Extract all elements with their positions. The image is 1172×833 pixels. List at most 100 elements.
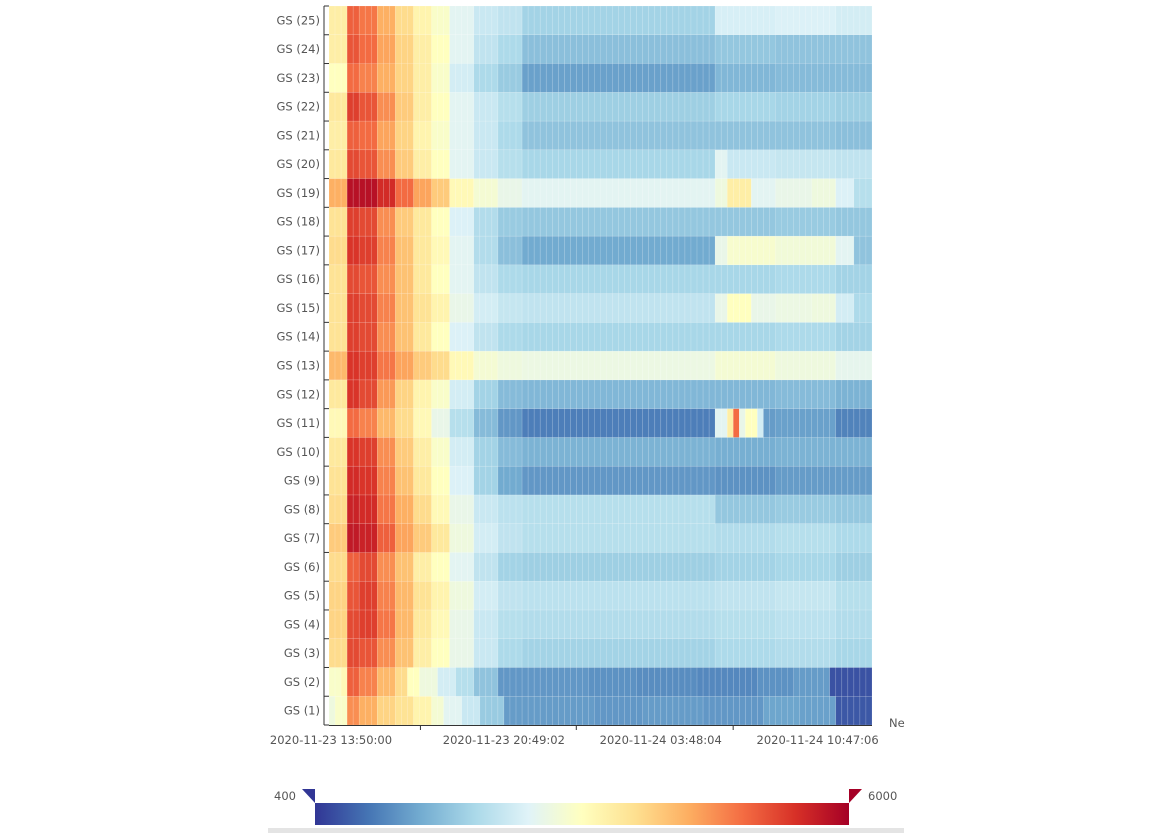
heatmap-cell[interactable] xyxy=(389,235,396,266)
heatmap-cell[interactable] xyxy=(793,178,800,208)
heatmap-cell[interactable] xyxy=(461,63,469,93)
heatmap-cell[interactable] xyxy=(769,92,776,122)
heatmap-cell[interactable] xyxy=(642,609,650,639)
heatmap-cell[interactable] xyxy=(672,552,680,582)
heatmap-cell[interactable] xyxy=(582,379,589,409)
heatmap-cell[interactable] xyxy=(588,235,595,266)
heatmap-cell[interactable] xyxy=(533,552,541,582)
heatmap-cell[interactable] xyxy=(799,149,806,179)
heatmap-cell[interactable] xyxy=(853,5,861,36)
heatmap-cell[interactable] xyxy=(328,5,336,36)
heatmap-cell[interactable] xyxy=(491,149,499,179)
heatmap-cell[interactable] xyxy=(449,638,456,668)
heatmap-cell[interactable] xyxy=(732,264,740,294)
heatmap-cell[interactable] xyxy=(533,580,541,611)
heatmap-cell[interactable] xyxy=(636,437,643,467)
heatmap-cell[interactable] xyxy=(745,63,752,93)
heatmap-cell[interactable] xyxy=(370,235,378,266)
heatmap-cell[interactable] xyxy=(479,92,487,122)
heatmap-cell[interactable] xyxy=(395,437,402,467)
heatmap-cell[interactable] xyxy=(600,34,607,64)
heatmap-cell[interactable] xyxy=(443,667,450,697)
heatmap-cell[interactable] xyxy=(407,120,414,151)
heatmap-cell[interactable] xyxy=(443,5,450,36)
heatmap-cell[interactable] xyxy=(853,207,861,237)
heatmap-cell[interactable] xyxy=(618,322,625,352)
heatmap-cell[interactable] xyxy=(799,63,806,93)
heatmap-cell[interactable] xyxy=(666,437,674,467)
heatmap-cell[interactable] xyxy=(352,350,360,381)
heatmap-cell[interactable] xyxy=(389,638,396,668)
heatmap-cell[interactable] xyxy=(835,235,843,266)
heatmap-cell[interactable] xyxy=(461,92,469,122)
heatmap-cell[interactable] xyxy=(745,695,752,726)
heatmap-cell[interactable] xyxy=(588,437,595,467)
heatmap-cell[interactable] xyxy=(497,5,505,36)
heatmap-cell[interactable] xyxy=(419,34,426,64)
heatmap-cell[interactable] xyxy=(377,120,384,151)
heatmap-cell[interactable] xyxy=(346,408,354,438)
heatmap-cell[interactable] xyxy=(437,5,444,36)
heatmap-cell[interactable] xyxy=(793,494,800,524)
heatmap-cell[interactable] xyxy=(745,437,752,467)
heatmap-cell[interactable] xyxy=(811,322,818,352)
heatmap-cell[interactable] xyxy=(358,264,366,294)
heatmap-cell[interactable] xyxy=(636,293,643,323)
heatmap-cell[interactable] xyxy=(745,465,752,496)
heatmap-cell[interactable] xyxy=(600,235,607,266)
heatmap-cell[interactable] xyxy=(624,494,631,524)
heatmap-cell[interactable] xyxy=(558,408,565,438)
heatmap-cell[interactable] xyxy=(395,695,402,726)
heatmap-cell[interactable] xyxy=(497,178,505,208)
heatmap-cell[interactable] xyxy=(624,5,631,36)
heatmap-cell[interactable] xyxy=(364,149,372,179)
heatmap-cell[interactable] xyxy=(726,63,734,93)
heatmap-cell[interactable] xyxy=(521,120,529,151)
heatmap-cell[interactable] xyxy=(539,523,547,553)
heatmap-cell[interactable] xyxy=(841,494,849,524)
heatmap-cell[interactable] xyxy=(853,34,861,64)
heatmap-cell[interactable] xyxy=(787,695,794,726)
heatmap-cell[interactable] xyxy=(570,63,577,93)
heatmap-cell[interactable] xyxy=(539,638,547,668)
heatmap-cell[interactable] xyxy=(539,437,547,467)
heatmap-cell[interactable] xyxy=(594,92,601,122)
heatmap-cell[interactable] xyxy=(358,322,366,352)
heatmap-cell[interactable] xyxy=(479,465,487,496)
heatmap-cell[interactable] xyxy=(527,695,535,726)
heatmap-cell[interactable] xyxy=(443,207,450,237)
heatmap-cell[interactable] xyxy=(763,379,770,409)
heatmap-cell[interactable] xyxy=(642,580,650,611)
heatmap-cell[interactable] xyxy=(739,322,746,352)
heatmap-cell[interactable] xyxy=(564,494,571,524)
heatmap-cell[interactable] xyxy=(340,235,348,266)
heatmap-cell[interactable] xyxy=(346,63,354,93)
heatmap-cell[interactable] xyxy=(690,207,698,237)
heatmap-cell[interactable] xyxy=(648,235,656,266)
heatmap-cell[interactable] xyxy=(479,638,487,668)
heatmap-cell[interactable] xyxy=(503,494,511,524)
heatmap-cell[interactable] xyxy=(358,207,366,237)
heatmap-cell[interactable] xyxy=(660,667,668,697)
heatmap-cell[interactable] xyxy=(395,5,402,36)
heatmap-cell[interactable] xyxy=(654,695,662,726)
heatmap-cell[interactable] xyxy=(642,5,650,36)
heatmap-cell[interactable] xyxy=(407,264,414,294)
heatmap-cell[interactable] xyxy=(714,120,722,151)
heatmap-cell[interactable] xyxy=(702,580,710,611)
heatmap-cell[interactable] xyxy=(763,408,770,438)
heatmap-cell[interactable] xyxy=(811,638,818,668)
heatmap-cell[interactable] xyxy=(696,667,704,697)
heatmap-cell[interactable] xyxy=(352,580,360,611)
heatmap-cell[interactable] xyxy=(443,120,450,151)
heatmap-cell[interactable] xyxy=(521,465,529,496)
heatmap-cell[interactable] xyxy=(389,465,396,496)
heatmap-cell[interactable] xyxy=(473,379,481,409)
heatmap-cell[interactable] xyxy=(690,695,698,726)
heatmap-cell[interactable] xyxy=(491,580,499,611)
heatmap-cell[interactable] xyxy=(823,350,831,381)
heatmap-cell[interactable] xyxy=(377,293,384,323)
heatmap-cell[interactable] xyxy=(660,523,668,553)
heatmap-cell[interactable] xyxy=(817,408,824,438)
heatmap-cell[interactable] xyxy=(509,149,517,179)
